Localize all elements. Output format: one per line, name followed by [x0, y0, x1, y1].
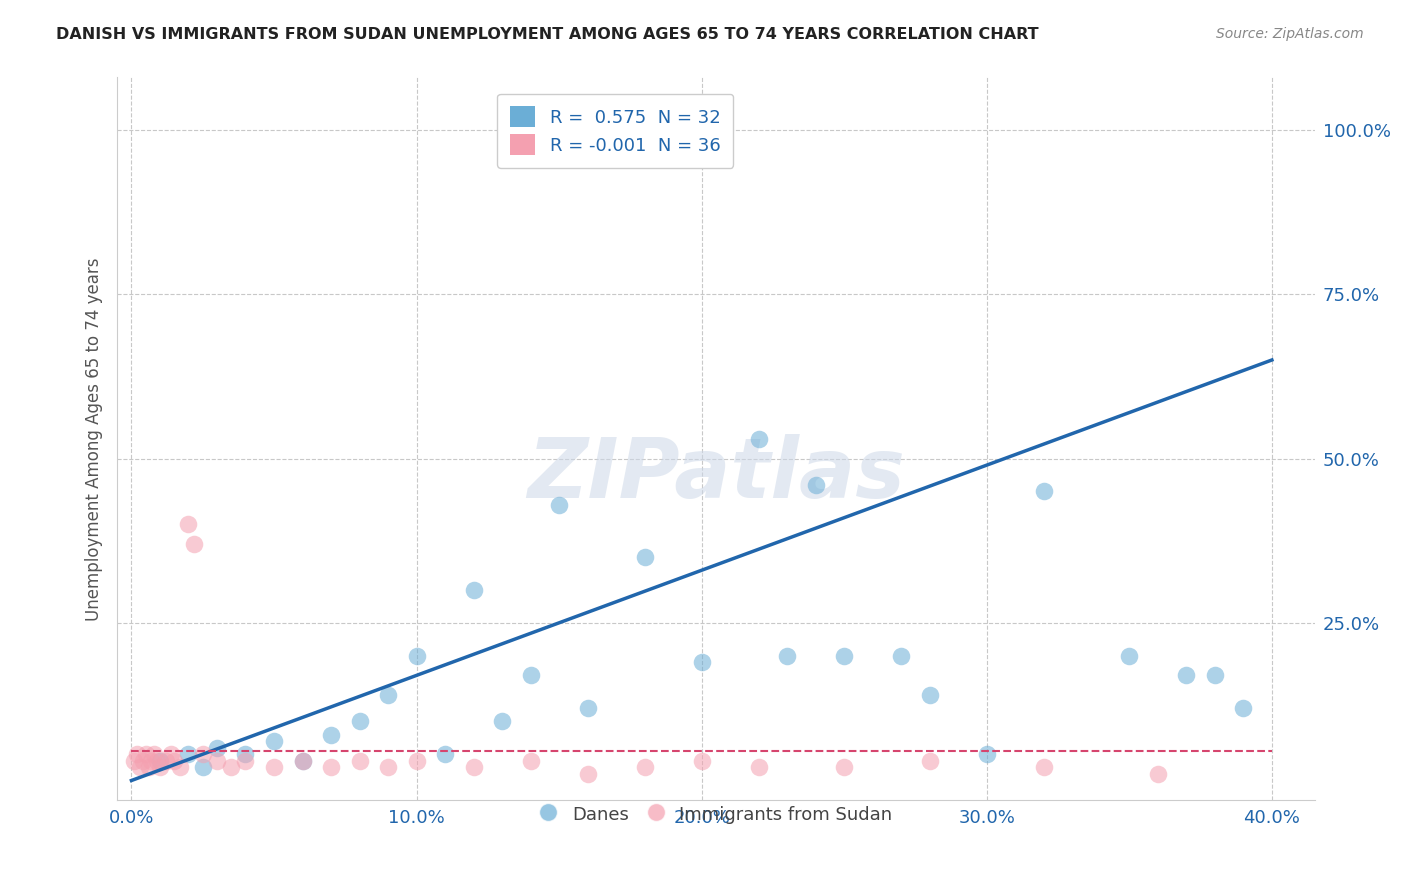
Point: [160, 747, 183, 762]
Point: [163, 754, 186, 768]
Point: [405, 648, 427, 663]
Point: [434, 747, 457, 762]
Text: ZIPatlas: ZIPatlas: [527, 434, 905, 516]
Point: [235, 747, 257, 762]
Point: [776, 648, 799, 663]
Point: [832, 648, 855, 663]
Point: [519, 754, 541, 768]
Point: [976, 747, 998, 762]
Y-axis label: Unemployment Among Ages 65 to 74 years: Unemployment Among Ages 65 to 74 years: [86, 257, 103, 621]
Point: [748, 760, 770, 774]
Point: [205, 740, 228, 755]
Point: [191, 760, 214, 774]
Point: [319, 727, 342, 741]
Point: [235, 754, 257, 768]
Point: [219, 760, 242, 774]
Point: [349, 714, 371, 729]
Point: [519, 668, 541, 682]
Point: [377, 760, 399, 774]
Point: [149, 760, 172, 774]
Point: [832, 760, 855, 774]
Point: [633, 760, 655, 774]
Point: [633, 550, 655, 565]
Point: [748, 432, 770, 446]
Point: [491, 714, 513, 729]
Point: [169, 760, 191, 774]
Point: [191, 747, 214, 762]
Point: [1032, 484, 1054, 499]
Point: [1175, 668, 1198, 682]
Point: [291, 754, 314, 768]
Point: [141, 754, 163, 768]
Text: Source: ZipAtlas.com: Source: ZipAtlas.com: [1216, 27, 1364, 41]
Point: [155, 754, 177, 768]
Point: [129, 760, 152, 774]
Point: [138, 760, 160, 774]
Point: [1118, 648, 1140, 663]
Point: [143, 747, 166, 762]
Point: [124, 754, 146, 768]
Point: [263, 734, 285, 748]
Point: [690, 754, 713, 768]
Point: [263, 760, 285, 774]
Point: [135, 747, 157, 762]
Point: [349, 754, 371, 768]
Point: [918, 754, 941, 768]
Point: [804, 478, 827, 492]
Point: [183, 537, 205, 551]
Point: [918, 688, 941, 702]
Point: [576, 767, 599, 781]
Point: [1147, 767, 1170, 781]
Point: [548, 498, 571, 512]
Point: [463, 582, 485, 597]
Point: [177, 517, 200, 532]
Point: [146, 754, 169, 768]
Point: [177, 747, 200, 762]
Point: [890, 648, 912, 663]
Text: DANISH VS IMMIGRANTS FROM SUDAN UNEMPLOYMENT AMONG AGES 65 TO 74 YEARS CORRELATI: DANISH VS IMMIGRANTS FROM SUDAN UNEMPLOY…: [56, 27, 1039, 42]
Point: [319, 760, 342, 774]
Point: [132, 754, 155, 768]
Legend: Danes, Immigrants from Sudan: Danes, Immigrants from Sudan: [530, 795, 901, 835]
Point: [1032, 760, 1054, 774]
Point: [205, 754, 228, 768]
Point: [576, 701, 599, 715]
Point: [149, 754, 172, 768]
Point: [1204, 668, 1226, 682]
Point: [405, 754, 427, 768]
Point: [127, 747, 149, 762]
Point: [377, 688, 399, 702]
Point: [291, 754, 314, 768]
Point: [1232, 701, 1254, 715]
Point: [690, 655, 713, 669]
Point: [463, 760, 485, 774]
